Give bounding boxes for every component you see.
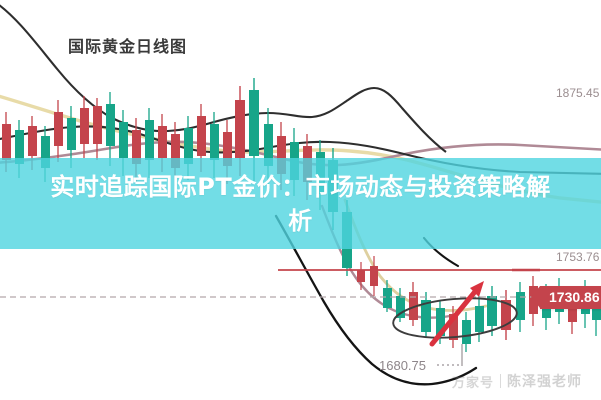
watermark-divider	[500, 374, 502, 388]
candle	[421, 292, 431, 338]
candle	[462, 312, 471, 352]
price-label-high: 1875.45	[556, 86, 600, 100]
reversal-zone-ellipse	[392, 297, 518, 339]
price-label-mid: 1753.76	[556, 250, 600, 264]
bullish-arrow-annotation	[429, 281, 484, 347]
candle	[487, 286, 497, 336]
candle	[67, 106, 76, 168]
candle	[449, 306, 458, 348]
watermark-logo: 万家号	[452, 375, 495, 391]
candle	[54, 100, 63, 162]
current-price-tag: 1730.86	[531, 286, 601, 309]
boll-upper-line	[0, 4, 447, 153]
watermark: 万家号 陈泽强老师	[452, 371, 582, 391]
candle	[396, 288, 405, 322]
candle	[409, 282, 418, 326]
candle	[370, 256, 378, 296]
price-label-low: 1680.75	[379, 358, 426, 373]
candle	[93, 98, 102, 160]
watermark-author: 陈泽强老师	[507, 374, 583, 390]
candle	[501, 290, 511, 340]
title-overlay-band: 实时追踪国际PT金价：市场动态与投资策略解析	[0, 158, 601, 249]
candle	[357, 262, 365, 290]
candle	[383, 280, 392, 312]
chart-caption: 国际黄金日线图	[68, 37, 188, 56]
page-title: 实时追踪国际PT金价：市场动态与投资策略解析	[50, 172, 551, 235]
candle	[106, 92, 115, 166]
candle	[80, 96, 89, 158]
candle	[516, 282, 525, 332]
